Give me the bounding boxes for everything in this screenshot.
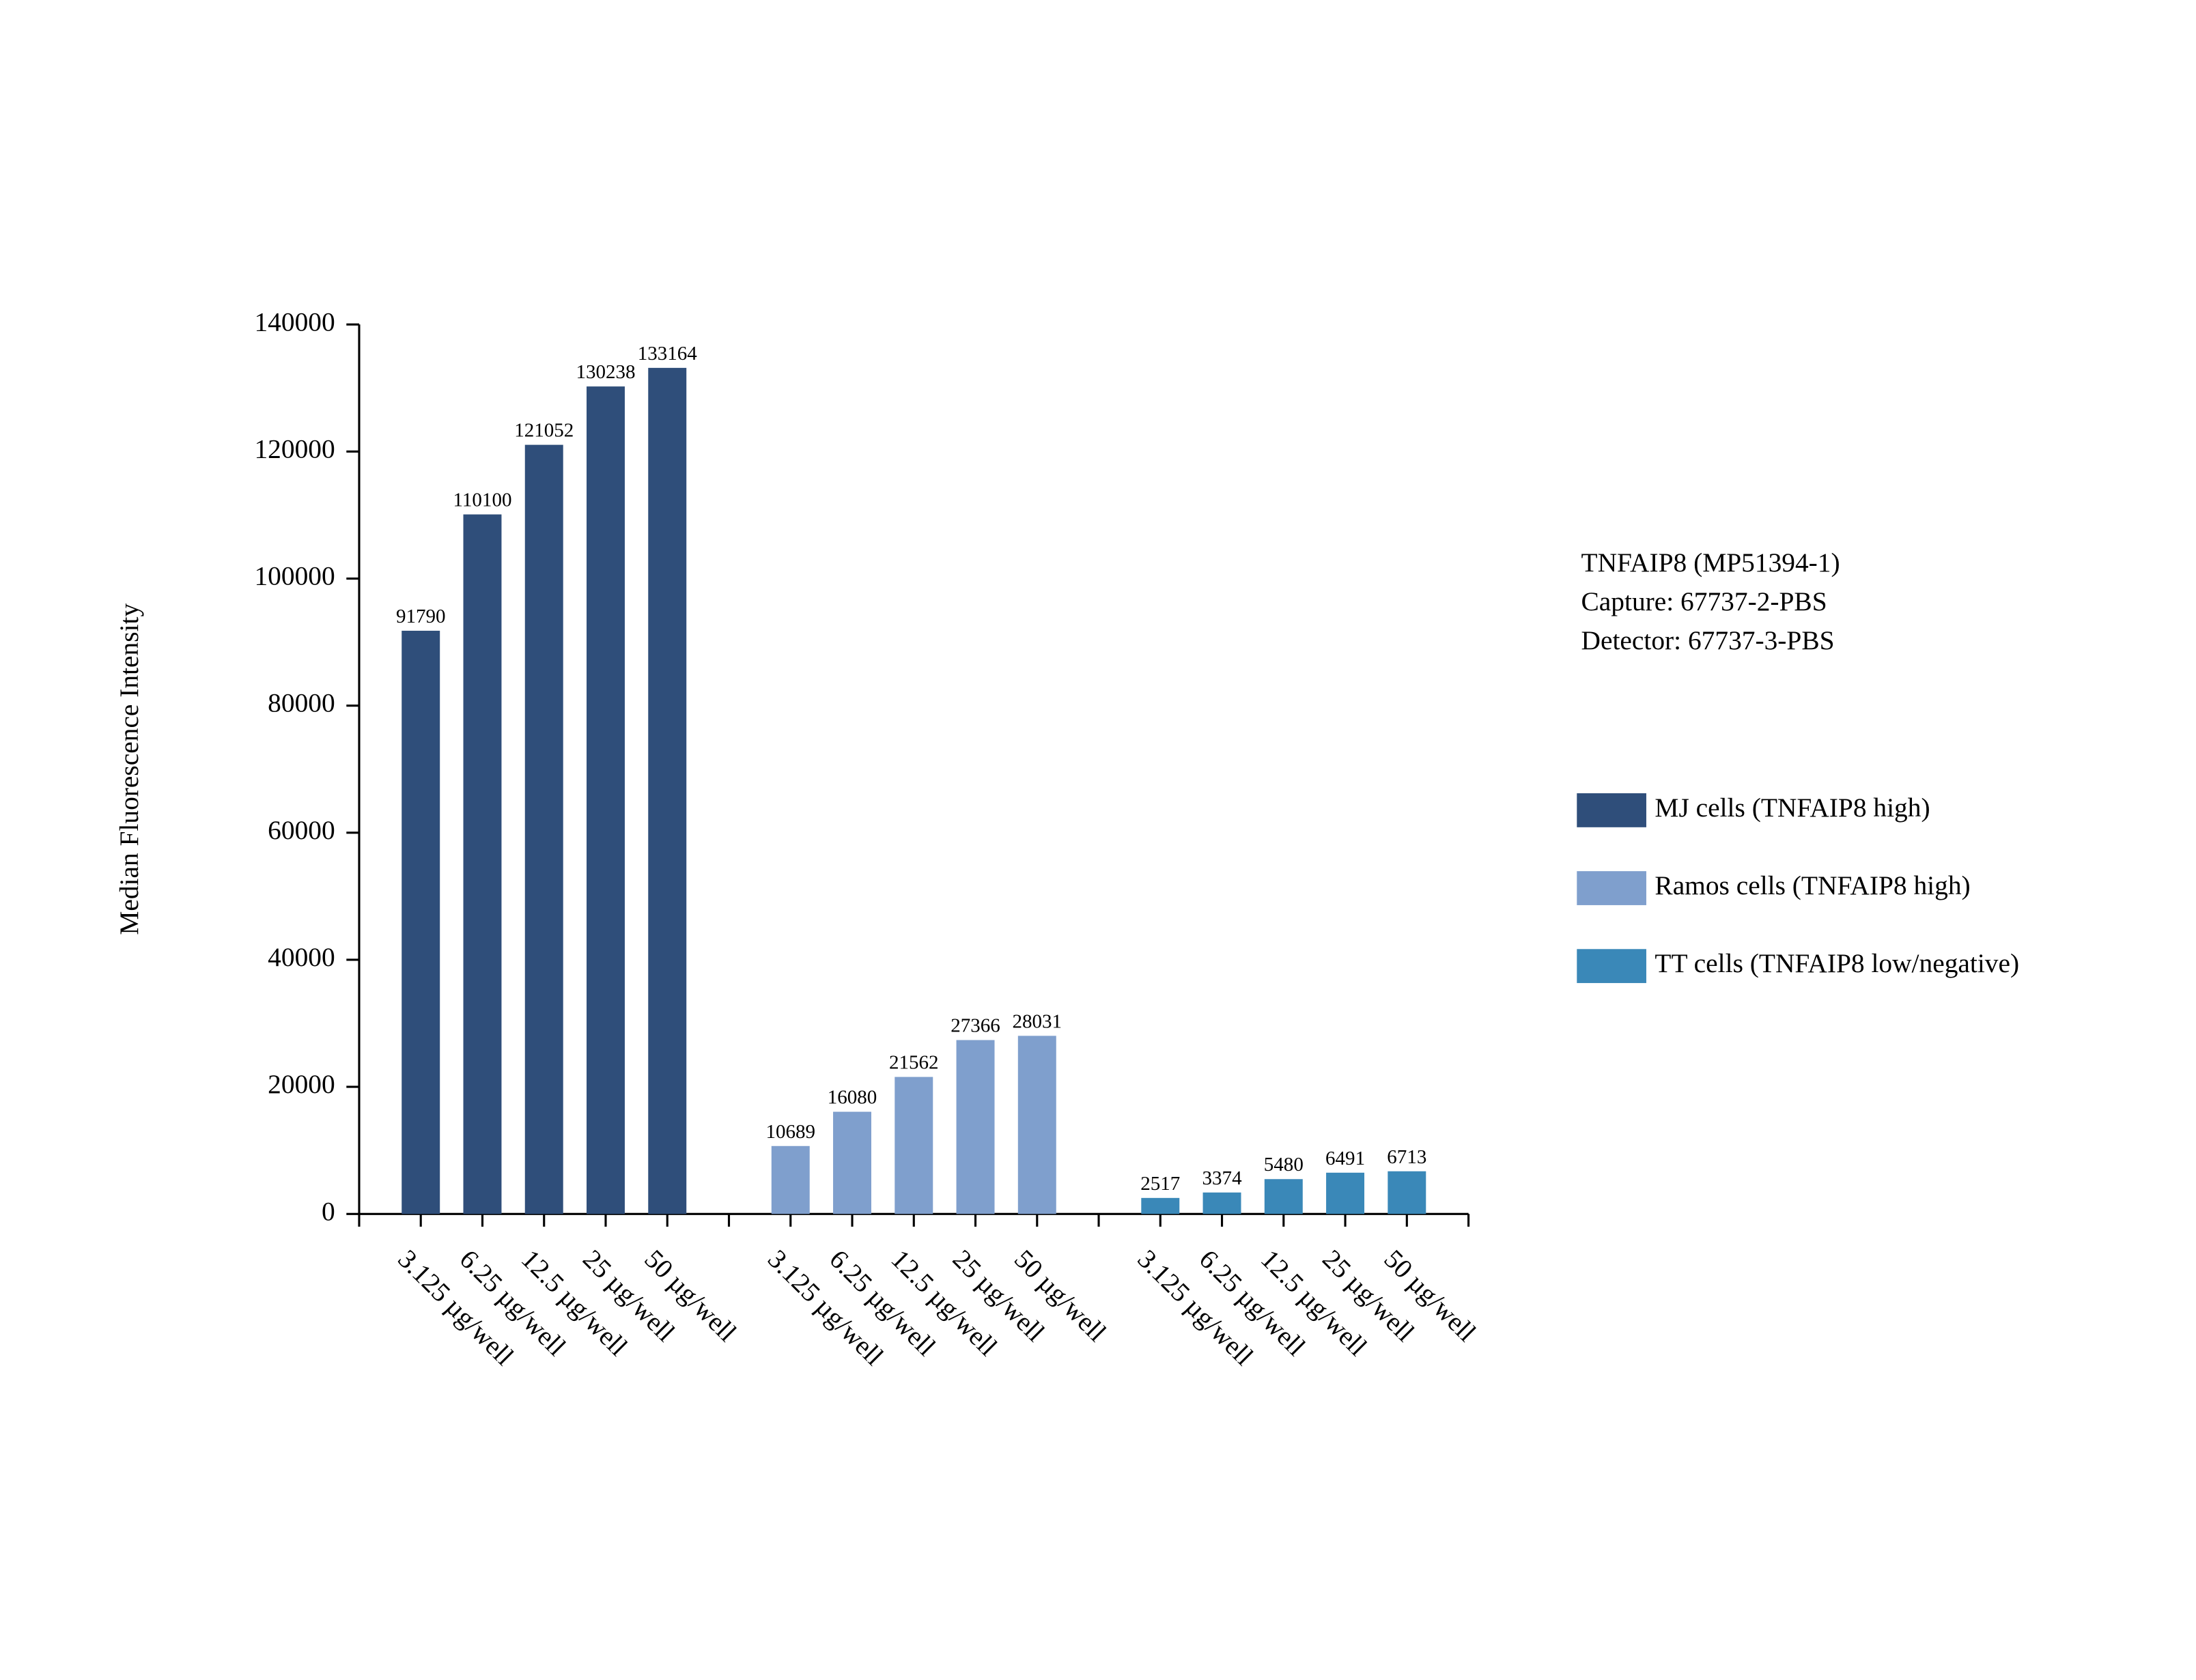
value-label: 10689 [765, 1121, 815, 1143]
y-tick-label: 0 [322, 1196, 335, 1226]
annotation: Detector: 67737-3-PBS [1581, 625, 1835, 655]
y-tick-label: 140000 [254, 307, 335, 337]
value-label: 21562 [889, 1052, 939, 1074]
legend-swatch [1577, 793, 1646, 827]
bar [1017, 1036, 1056, 1214]
bar [771, 1145, 810, 1214]
legend-label: TT cells (TNFAIP8 low/negative) [1655, 948, 2019, 978]
bar [1264, 1179, 1303, 1214]
value-label: 6713 [1387, 1146, 1426, 1168]
y-tick-label: 120000 [254, 433, 335, 464]
bar [1388, 1171, 1426, 1214]
bar [402, 630, 440, 1214]
annotation: Capture: 67737-2-PBS [1581, 586, 1827, 616]
legend-swatch [1577, 949, 1646, 984]
y-tick-label: 100000 [254, 561, 335, 591]
bar [463, 514, 502, 1214]
legend-swatch [1577, 871, 1646, 905]
legend-label: Ramos cells (TNFAIP8 high) [1655, 870, 1970, 900]
y-tick-label: 20000 [268, 1069, 335, 1099]
y-tick-label: 80000 [268, 688, 335, 718]
legend-label: MJ cells (TNFAIP8 high) [1655, 793, 1930, 823]
value-label: 130238 [576, 361, 635, 383]
annotation: TNFAIP8 (MP51394-1) [1581, 547, 1840, 578]
value-label: 16080 [828, 1087, 877, 1109]
value-label: 5480 [1264, 1154, 1304, 1176]
bar [1202, 1192, 1241, 1214]
value-label: 91790 [396, 606, 446, 627]
bar [1141, 1197, 1180, 1214]
value-label: 3374 [1202, 1167, 1243, 1189]
bar [833, 1111, 871, 1214]
bar [956, 1040, 995, 1214]
y-tick-label: 60000 [268, 815, 335, 845]
value-label: 28031 [1012, 1010, 1062, 1032]
bar [1326, 1172, 1365, 1214]
y-tick-label: 40000 [268, 942, 335, 972]
bar [587, 386, 625, 1214]
bar [524, 444, 563, 1214]
value-label: 121052 [514, 420, 574, 442]
bar [895, 1077, 933, 1214]
bar [648, 367, 687, 1214]
value-label: 110100 [453, 489, 511, 511]
y-axis-label: Median Fluorescence Intensity [114, 603, 144, 935]
value-label: 133164 [638, 343, 698, 365]
value-label: 2517 [1140, 1173, 1180, 1195]
value-label: 27366 [951, 1015, 1000, 1037]
value-label: 6491 [1325, 1148, 1365, 1169]
